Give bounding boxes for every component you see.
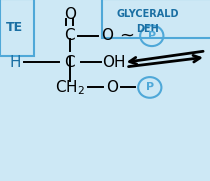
- Text: TE: TE: [6, 21, 23, 34]
- FancyBboxPatch shape: [0, 0, 34, 56]
- Text: P: P: [148, 31, 156, 41]
- Text: P: P: [146, 82, 154, 92]
- Text: C: C: [64, 28, 75, 43]
- Text: CH$_2$: CH$_2$: [55, 78, 85, 97]
- Text: OH: OH: [102, 55, 126, 70]
- Text: ~: ~: [119, 27, 134, 45]
- Text: O: O: [101, 28, 113, 43]
- Text: O: O: [64, 7, 76, 22]
- Text: DEH: DEH: [136, 24, 159, 34]
- Text: H: H: [10, 55, 21, 70]
- FancyBboxPatch shape: [102, 0, 210, 38]
- Text: O: O: [106, 80, 118, 95]
- Text: C: C: [64, 55, 75, 70]
- Text: GLYCERALD: GLYCERALD: [117, 9, 179, 19]
